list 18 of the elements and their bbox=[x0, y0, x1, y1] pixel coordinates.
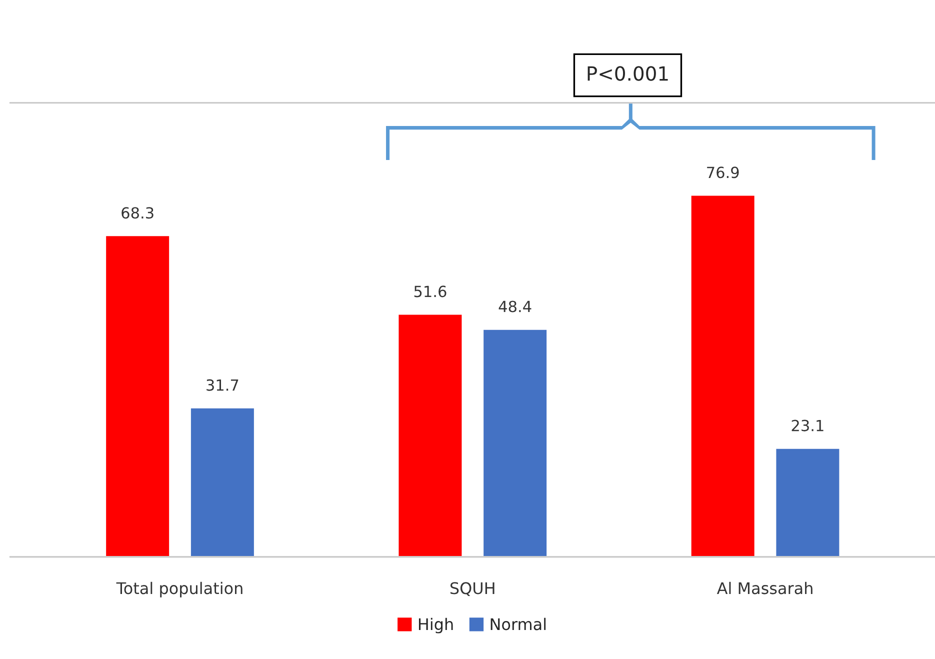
data-label: 68.3 bbox=[122, 207, 154, 219]
data-label: 76.9 bbox=[707, 166, 739, 178]
bar bbox=[104, 234, 170, 557]
bar bbox=[774, 447, 841, 557]
data-label: 48.4 bbox=[498, 300, 532, 312]
x-tick-label: SQUH bbox=[450, 582, 494, 596]
bar bbox=[190, 407, 256, 557]
legend-label: High bbox=[418, 618, 453, 634]
text: P<0.001 bbox=[588, 66, 668, 81]
bar bbox=[482, 328, 548, 557]
x-tick-label: Al Massarah bbox=[716, 582, 812, 594]
data-label: 23.1 bbox=[792, 420, 824, 432]
bar bbox=[690, 194, 756, 557]
bar bbox=[397, 313, 464, 557]
legend-label: Normal bbox=[490, 618, 546, 630]
data-label: 31.7 bbox=[206, 379, 238, 391]
x-tick-label: Total population bbox=[116, 582, 242, 598]
data-label: 51.6 bbox=[414, 286, 446, 298]
